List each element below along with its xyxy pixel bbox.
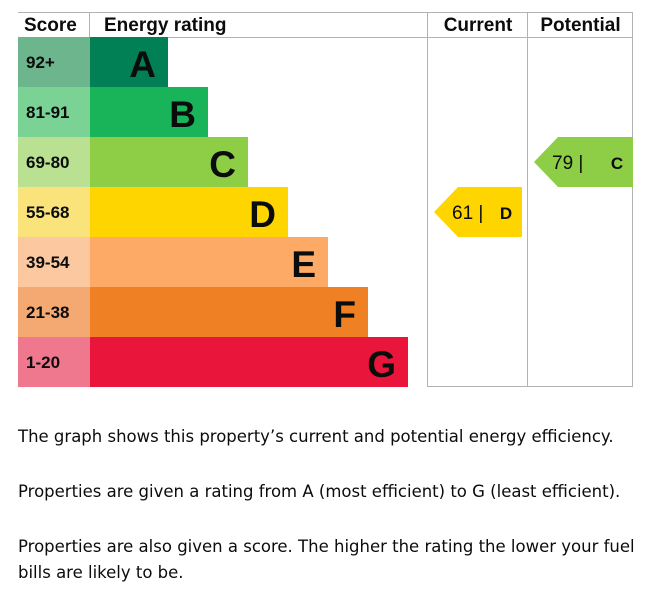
- rating-bar-c: [90, 137, 248, 187]
- current-score-label: 61 |: [452, 203, 483, 224]
- rating-letter-g: G: [367, 344, 396, 385]
- rating-letter-f: F: [333, 294, 356, 335]
- graph-description: The graph shows this property’s current …: [18, 427, 614, 446]
- current-rating-letter: D: [500, 204, 512, 223]
- score-cell-f: [18, 287, 90, 337]
- potential-marker: [534, 137, 633, 187]
- rating-letter-d: D: [249, 194, 276, 235]
- rating-letter-c: C: [209, 144, 236, 185]
- epc-chart: Score Energy rating Current Potential 92+ A 8…: [18, 12, 633, 387]
- score-explanation: Properties are also given a score. The h…: [18, 537, 635, 582]
- rating-letter-a: A: [129, 44, 156, 85]
- score-cell-a: [18, 37, 90, 87]
- rating-markers: 61 | D 79 | C: [434, 137, 633, 237]
- score-range-e: 39-54: [26, 253, 70, 272]
- score-cell-e: [18, 237, 90, 287]
- score-range-f: 21-38: [26, 303, 69, 322]
- score-range-g: 1-20: [26, 353, 60, 372]
- score-range-d: 55-68: [26, 203, 69, 222]
- potential-rating-letter: C: [611, 154, 623, 173]
- rating-bar-g: [90, 337, 408, 387]
- score-cell-d: [18, 187, 90, 237]
- rating-bands: 92+ A 81-91 B 69-80 C 55-68 D 39-54 E 21-38 F 1-20 G: [18, 37, 408, 387]
- header-potential: Potential: [540, 15, 620, 36]
- rating-letter-b: B: [169, 94, 196, 135]
- potential-score-label: 79 |: [552, 153, 583, 174]
- rating-bar-f: [90, 287, 368, 337]
- rating-letter-e: E: [291, 244, 316, 285]
- score-cell-c: [18, 137, 90, 187]
- rating-explanation: Properties are given a rating from A (mo…: [18, 482, 621, 501]
- rating-bar-d: [90, 187, 288, 237]
- rating-bar-e: [90, 237, 328, 287]
- chart-headers: Score Energy rating Current Potential: [24, 15, 621, 36]
- header-energy-rating: Energy rating: [104, 15, 226, 36]
- rating-bar-a: [90, 37, 168, 87]
- score-range-c: 69-80: [26, 153, 69, 172]
- score-range-b: 81-91: [26, 103, 69, 122]
- score-cell-b: [18, 87, 90, 137]
- rating-bar-b: [90, 87, 208, 137]
- header-score: Score: [24, 15, 77, 36]
- header-current: Current: [444, 15, 513, 36]
- current-marker: [434, 187, 522, 237]
- score-cell-g: [18, 337, 90, 387]
- score-range-a: 92+: [26, 53, 55, 72]
